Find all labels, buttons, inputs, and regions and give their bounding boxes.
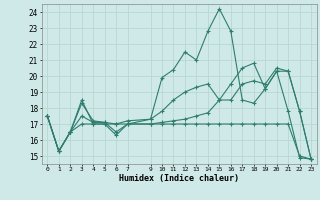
X-axis label: Humidex (Indice chaleur): Humidex (Indice chaleur) xyxy=(119,174,239,183)
